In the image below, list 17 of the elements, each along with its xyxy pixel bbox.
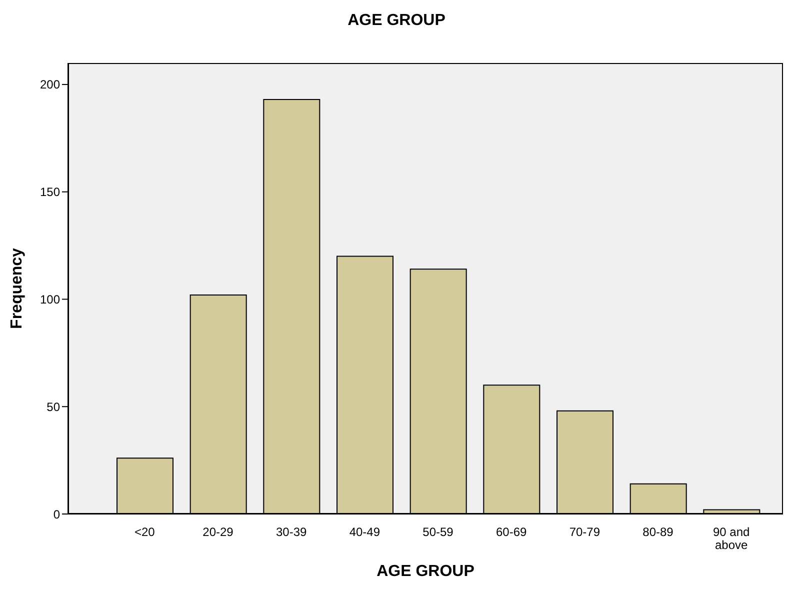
x-tick-label: <20	[134, 525, 156, 539]
y-tick-label: 50	[46, 400, 60, 414]
y-tick-label: 0	[53, 507, 60, 522]
x-tick-label: 70-79	[569, 525, 600, 539]
x-tick-label: 90 and above	[712, 525, 750, 552]
y-tick-label: 200	[40, 78, 60, 92]
y-axis-title: Frequency	[8, 248, 26, 329]
x-tick-label: 40-49	[349, 525, 380, 539]
x-tick-label: 80-89	[642, 525, 674, 539]
x-tick-label: 30-39	[276, 525, 307, 539]
x-tick-label: 20-29	[202, 525, 234, 539]
y-tick-label: 150	[40, 185, 60, 200]
x-axis-title: AGE GROUP	[376, 563, 475, 580]
chart-title: AGE GROUP	[346, 12, 446, 30]
x-tick-label: 50-59	[422, 525, 454, 539]
x-tick-label: 60-69	[496, 525, 527, 539]
y-tick-label: 100	[40, 292, 60, 306]
